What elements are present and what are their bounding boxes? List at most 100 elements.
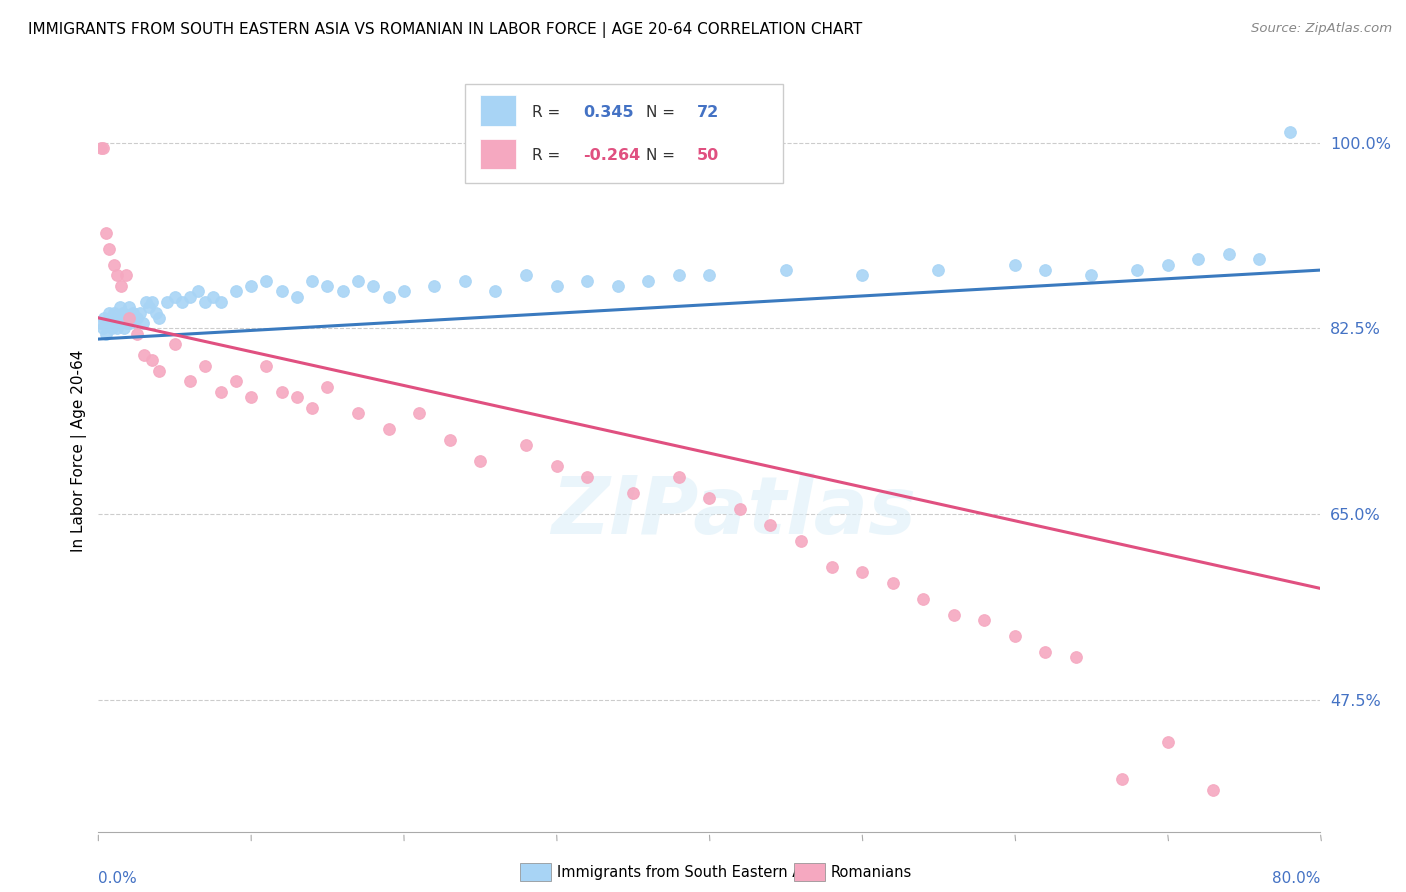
Y-axis label: In Labor Force | Age 20-64: In Labor Force | Age 20-64 <box>72 350 87 551</box>
Point <box>91 141 114 155</box>
Text: 0.345: 0.345 <box>583 104 634 120</box>
Point <box>408 406 430 420</box>
Text: ZIPatlas: ZIPatlas <box>551 473 917 550</box>
Point <box>301 274 323 288</box>
Point <box>118 310 141 325</box>
Point <box>912 592 935 607</box>
Point <box>1187 252 1209 267</box>
Point <box>347 274 370 288</box>
Point <box>790 533 813 548</box>
Point <box>668 470 690 484</box>
Point <box>285 391 308 405</box>
Point <box>131 316 153 330</box>
Text: N =: N = <box>645 104 679 120</box>
Point <box>470 454 492 468</box>
Point <box>439 433 461 447</box>
Point <box>1004 258 1026 272</box>
Point <box>606 279 628 293</box>
FancyBboxPatch shape <box>479 139 516 169</box>
Point <box>141 294 163 309</box>
Point <box>91 321 114 335</box>
Point <box>1249 252 1271 267</box>
Point <box>759 517 782 532</box>
Point <box>377 290 399 304</box>
Point <box>377 422 399 436</box>
Point <box>301 401 323 415</box>
Point <box>94 226 117 240</box>
Point <box>145 305 167 319</box>
Point <box>128 305 150 319</box>
Point <box>115 268 138 283</box>
Point <box>104 316 127 330</box>
Text: IMMIGRANTS FROM SOUTH EASTERN ASIA VS ROMANIAN IN LABOR FORCE | AGE 20-64 CORREL: IMMIGRANTS FROM SOUTH EASTERN ASIA VS RO… <box>28 22 862 38</box>
Point <box>546 279 568 293</box>
Point <box>927 263 949 277</box>
FancyBboxPatch shape <box>465 84 783 183</box>
Point <box>1278 125 1301 139</box>
Point <box>254 274 277 288</box>
Point <box>135 294 157 309</box>
Point <box>240 391 263 405</box>
Point <box>576 274 599 288</box>
Point <box>187 285 209 299</box>
Point <box>973 613 995 627</box>
Point <box>201 290 224 304</box>
Point <box>851 566 873 580</box>
Point <box>225 285 247 299</box>
Point <box>515 438 537 452</box>
Point <box>122 305 145 319</box>
Point <box>105 268 128 283</box>
Point <box>882 576 904 591</box>
Text: R =: R = <box>531 148 565 163</box>
Point <box>148 364 170 378</box>
Text: 0.0%: 0.0% <box>98 871 138 887</box>
Point <box>546 459 568 474</box>
Point <box>117 316 139 330</box>
Point <box>115 310 138 325</box>
Point <box>285 290 308 304</box>
Point <box>820 560 842 574</box>
Point <box>1111 772 1133 787</box>
Text: 50: 50 <box>697 148 720 163</box>
Point <box>209 385 232 400</box>
Text: 80.0%: 80.0% <box>1272 871 1320 887</box>
Point <box>347 406 370 420</box>
Text: 72: 72 <box>697 104 720 120</box>
FancyBboxPatch shape <box>479 95 516 126</box>
Point <box>637 274 659 288</box>
Point <box>105 321 128 335</box>
Point <box>103 258 125 272</box>
Point <box>1126 263 1149 277</box>
Point <box>118 300 141 314</box>
Point <box>96 316 118 330</box>
Point <box>108 300 131 314</box>
Point <box>668 268 690 283</box>
Point <box>576 470 599 484</box>
Point <box>1156 735 1178 749</box>
Text: R =: R = <box>531 104 565 120</box>
Point <box>90 141 112 155</box>
Point <box>194 294 217 309</box>
Point <box>110 279 132 293</box>
Point <box>1064 650 1087 665</box>
Point <box>423 279 446 293</box>
Point <box>163 290 186 304</box>
Text: Romanians: Romanians <box>831 865 912 880</box>
Point <box>138 300 160 314</box>
Point <box>316 380 339 394</box>
Point <box>209 294 232 309</box>
Point <box>111 305 134 319</box>
Point <box>112 321 135 335</box>
Point <box>172 294 194 309</box>
Point <box>101 321 124 335</box>
Text: N =: N = <box>645 148 679 163</box>
Point <box>225 375 247 389</box>
Point <box>121 310 143 325</box>
Point <box>120 316 142 330</box>
Point <box>134 348 156 362</box>
Point <box>515 268 537 283</box>
Point <box>942 607 965 622</box>
Point <box>1033 645 1056 659</box>
Point <box>392 285 415 299</box>
Point <box>179 375 201 389</box>
